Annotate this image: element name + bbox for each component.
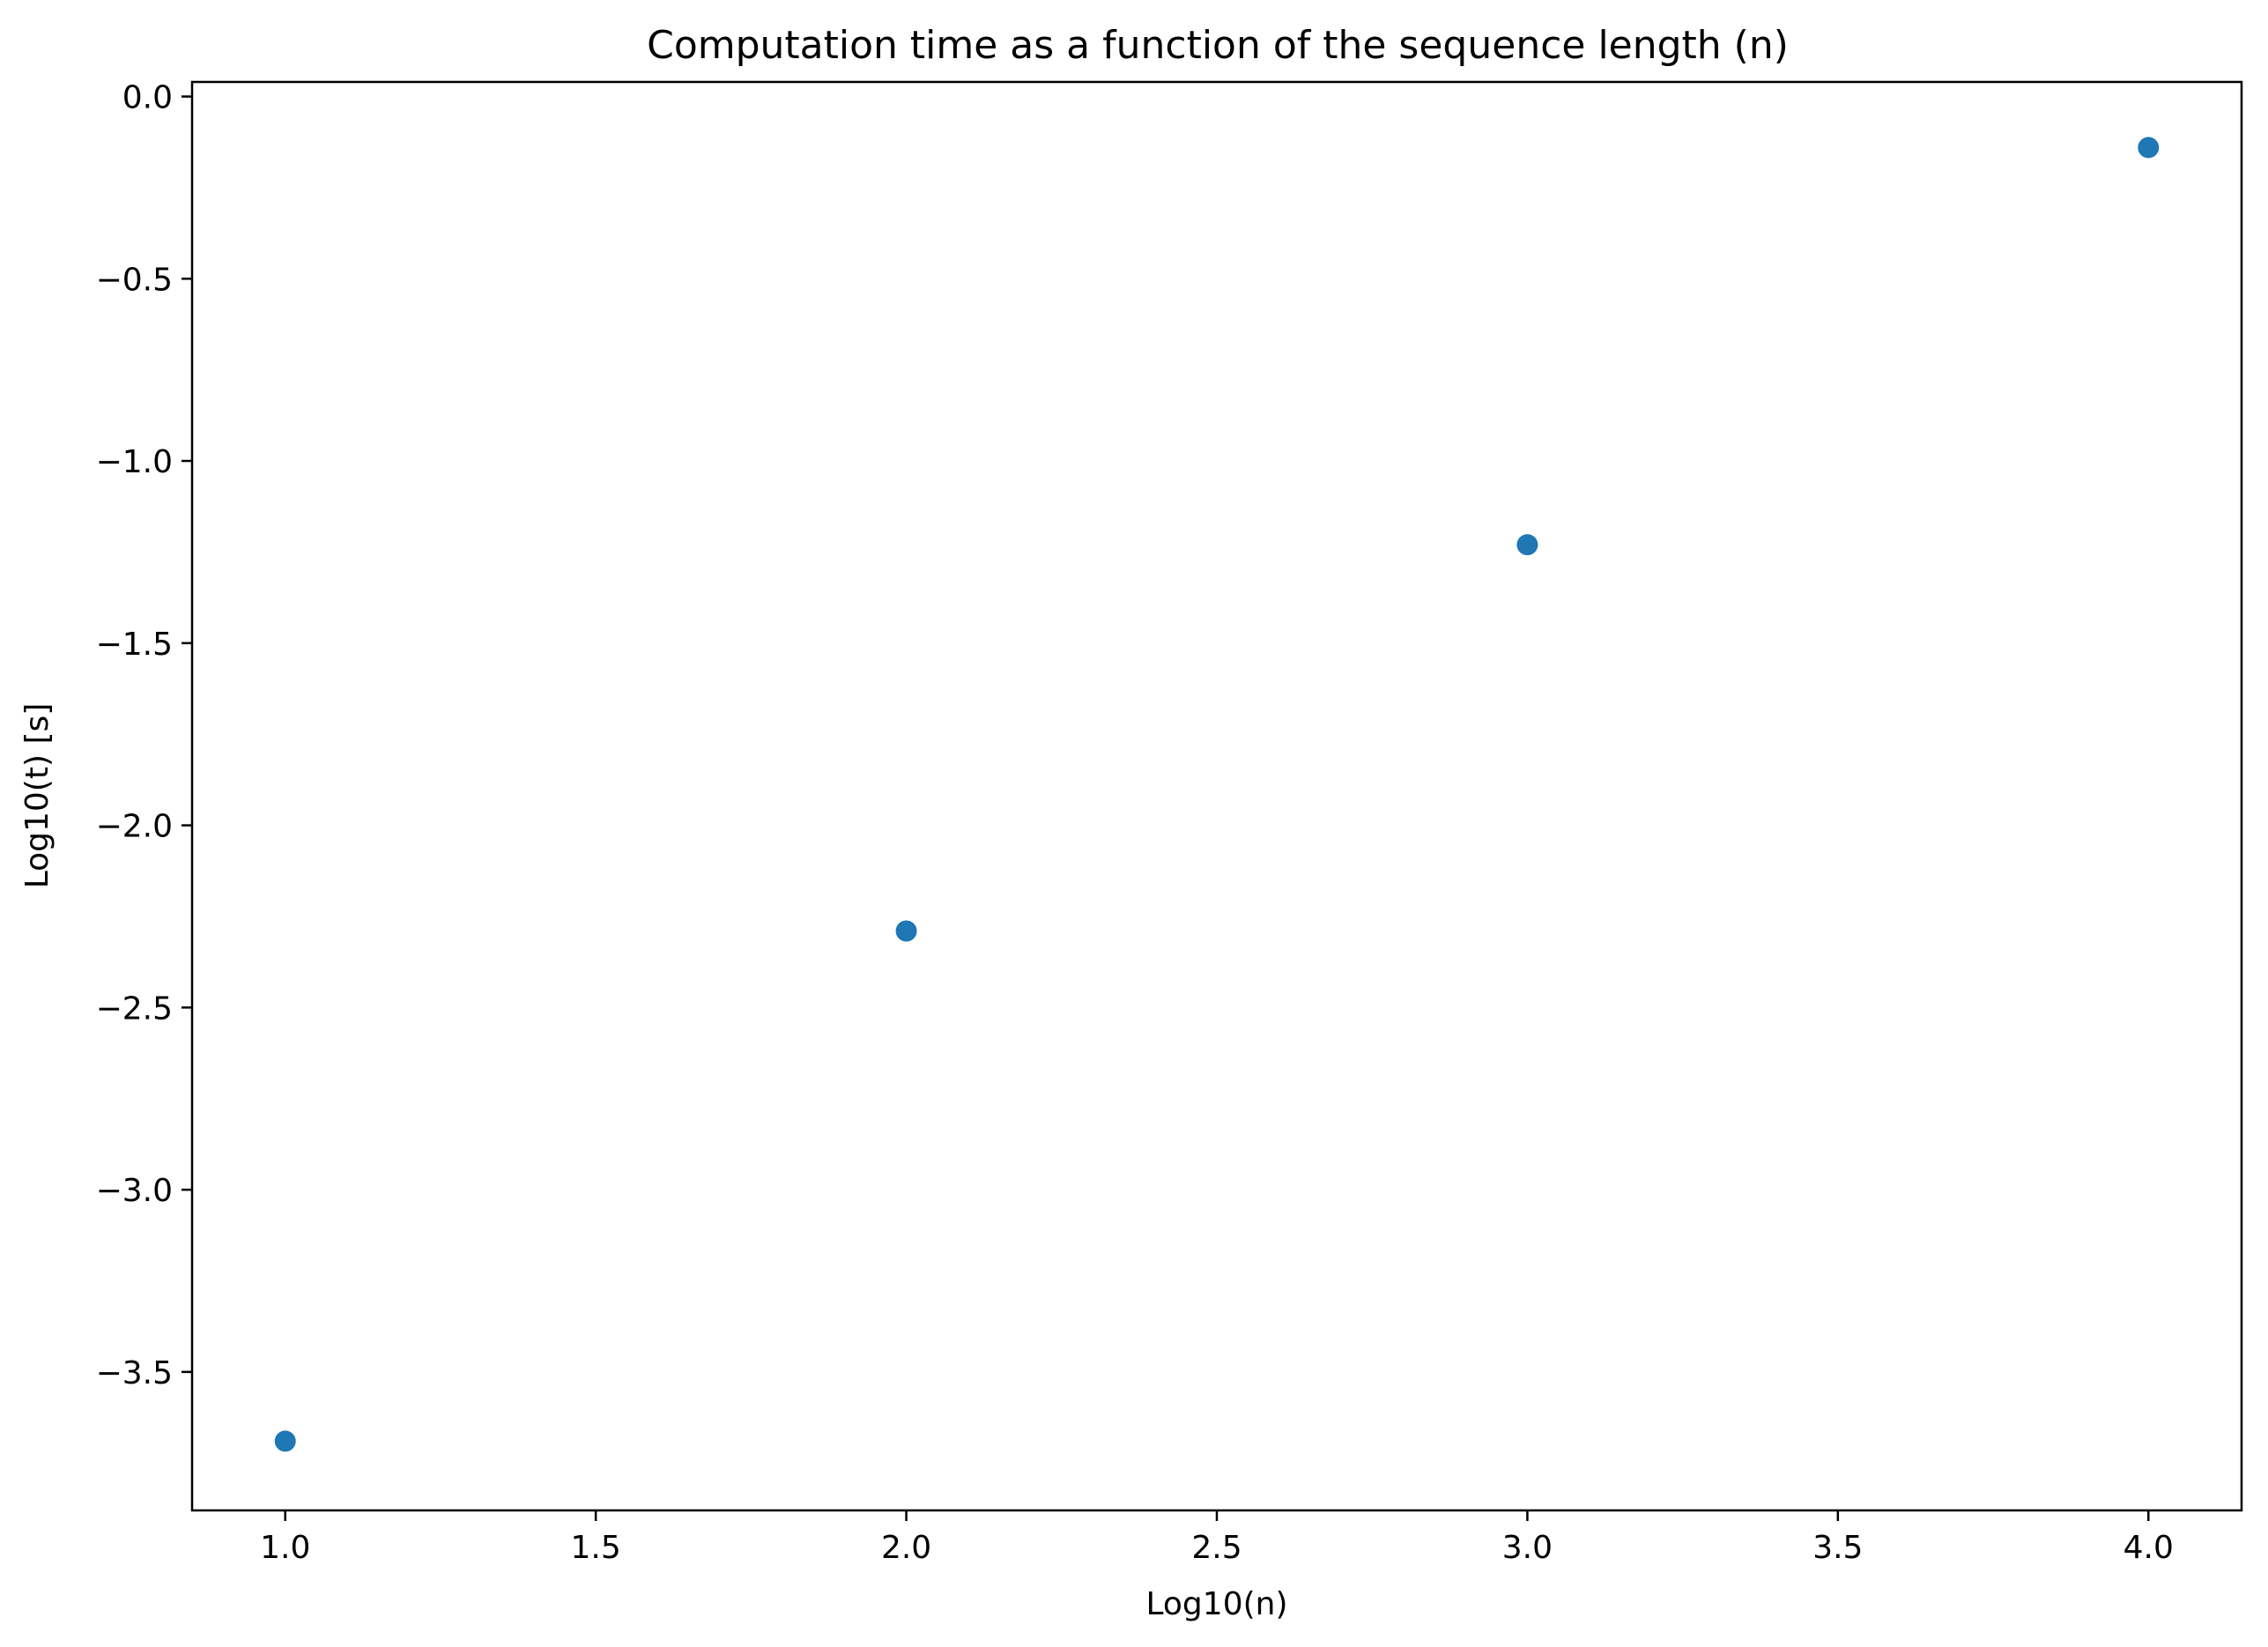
y-axis-label: Log10(t) [s] [19, 703, 56, 889]
x-tick-label: 4.0 [2123, 1530, 2174, 1566]
y-tick-label: −1.5 [96, 627, 173, 663]
data-point [274, 1430, 296, 1452]
data-point [1516, 534, 1538, 556]
x-axis-label: Log10(n) [1145, 1586, 1287, 1622]
x-tick-label: 2.5 [1191, 1530, 1241, 1566]
y-tick-label: −3.0 [96, 1173, 173, 1209]
x-tick-label: 2.0 [881, 1530, 931, 1566]
y-tick-label: −1.0 [96, 444, 173, 480]
y-tick-label: −2.5 [96, 990, 173, 1027]
chart-title: Computation time as a function of the se… [647, 23, 1789, 68]
y-tick-label: 0.0 [122, 80, 173, 116]
x-tick-label: 1.0 [260, 1530, 310, 1566]
x-tick-label: 3.5 [1812, 1530, 1863, 1566]
axes-frame [190, 80, 2243, 1512]
y-tick-label: −0.5 [96, 262, 173, 298]
x-tick-label: 3.0 [1502, 1530, 1553, 1566]
data-points [274, 137, 2160, 1452]
y-tick-label: −3.5 [96, 1355, 173, 1391]
data-point [2138, 137, 2160, 159]
x-tick-label: 1.5 [571, 1530, 621, 1566]
data-point [895, 920, 917, 942]
plot-area [190, 80, 2243, 1512]
y-axis: 0.0 −0.5 −1.0 −1.5 −2.0 −2.5 −3.0 −3.5 [96, 80, 192, 1391]
x-axis: 1.0 1.5 2.0 2.5 3.0 3.5 4.0 [260, 1510, 2174, 1566]
y-tick-label: −2.0 [96, 809, 173, 845]
